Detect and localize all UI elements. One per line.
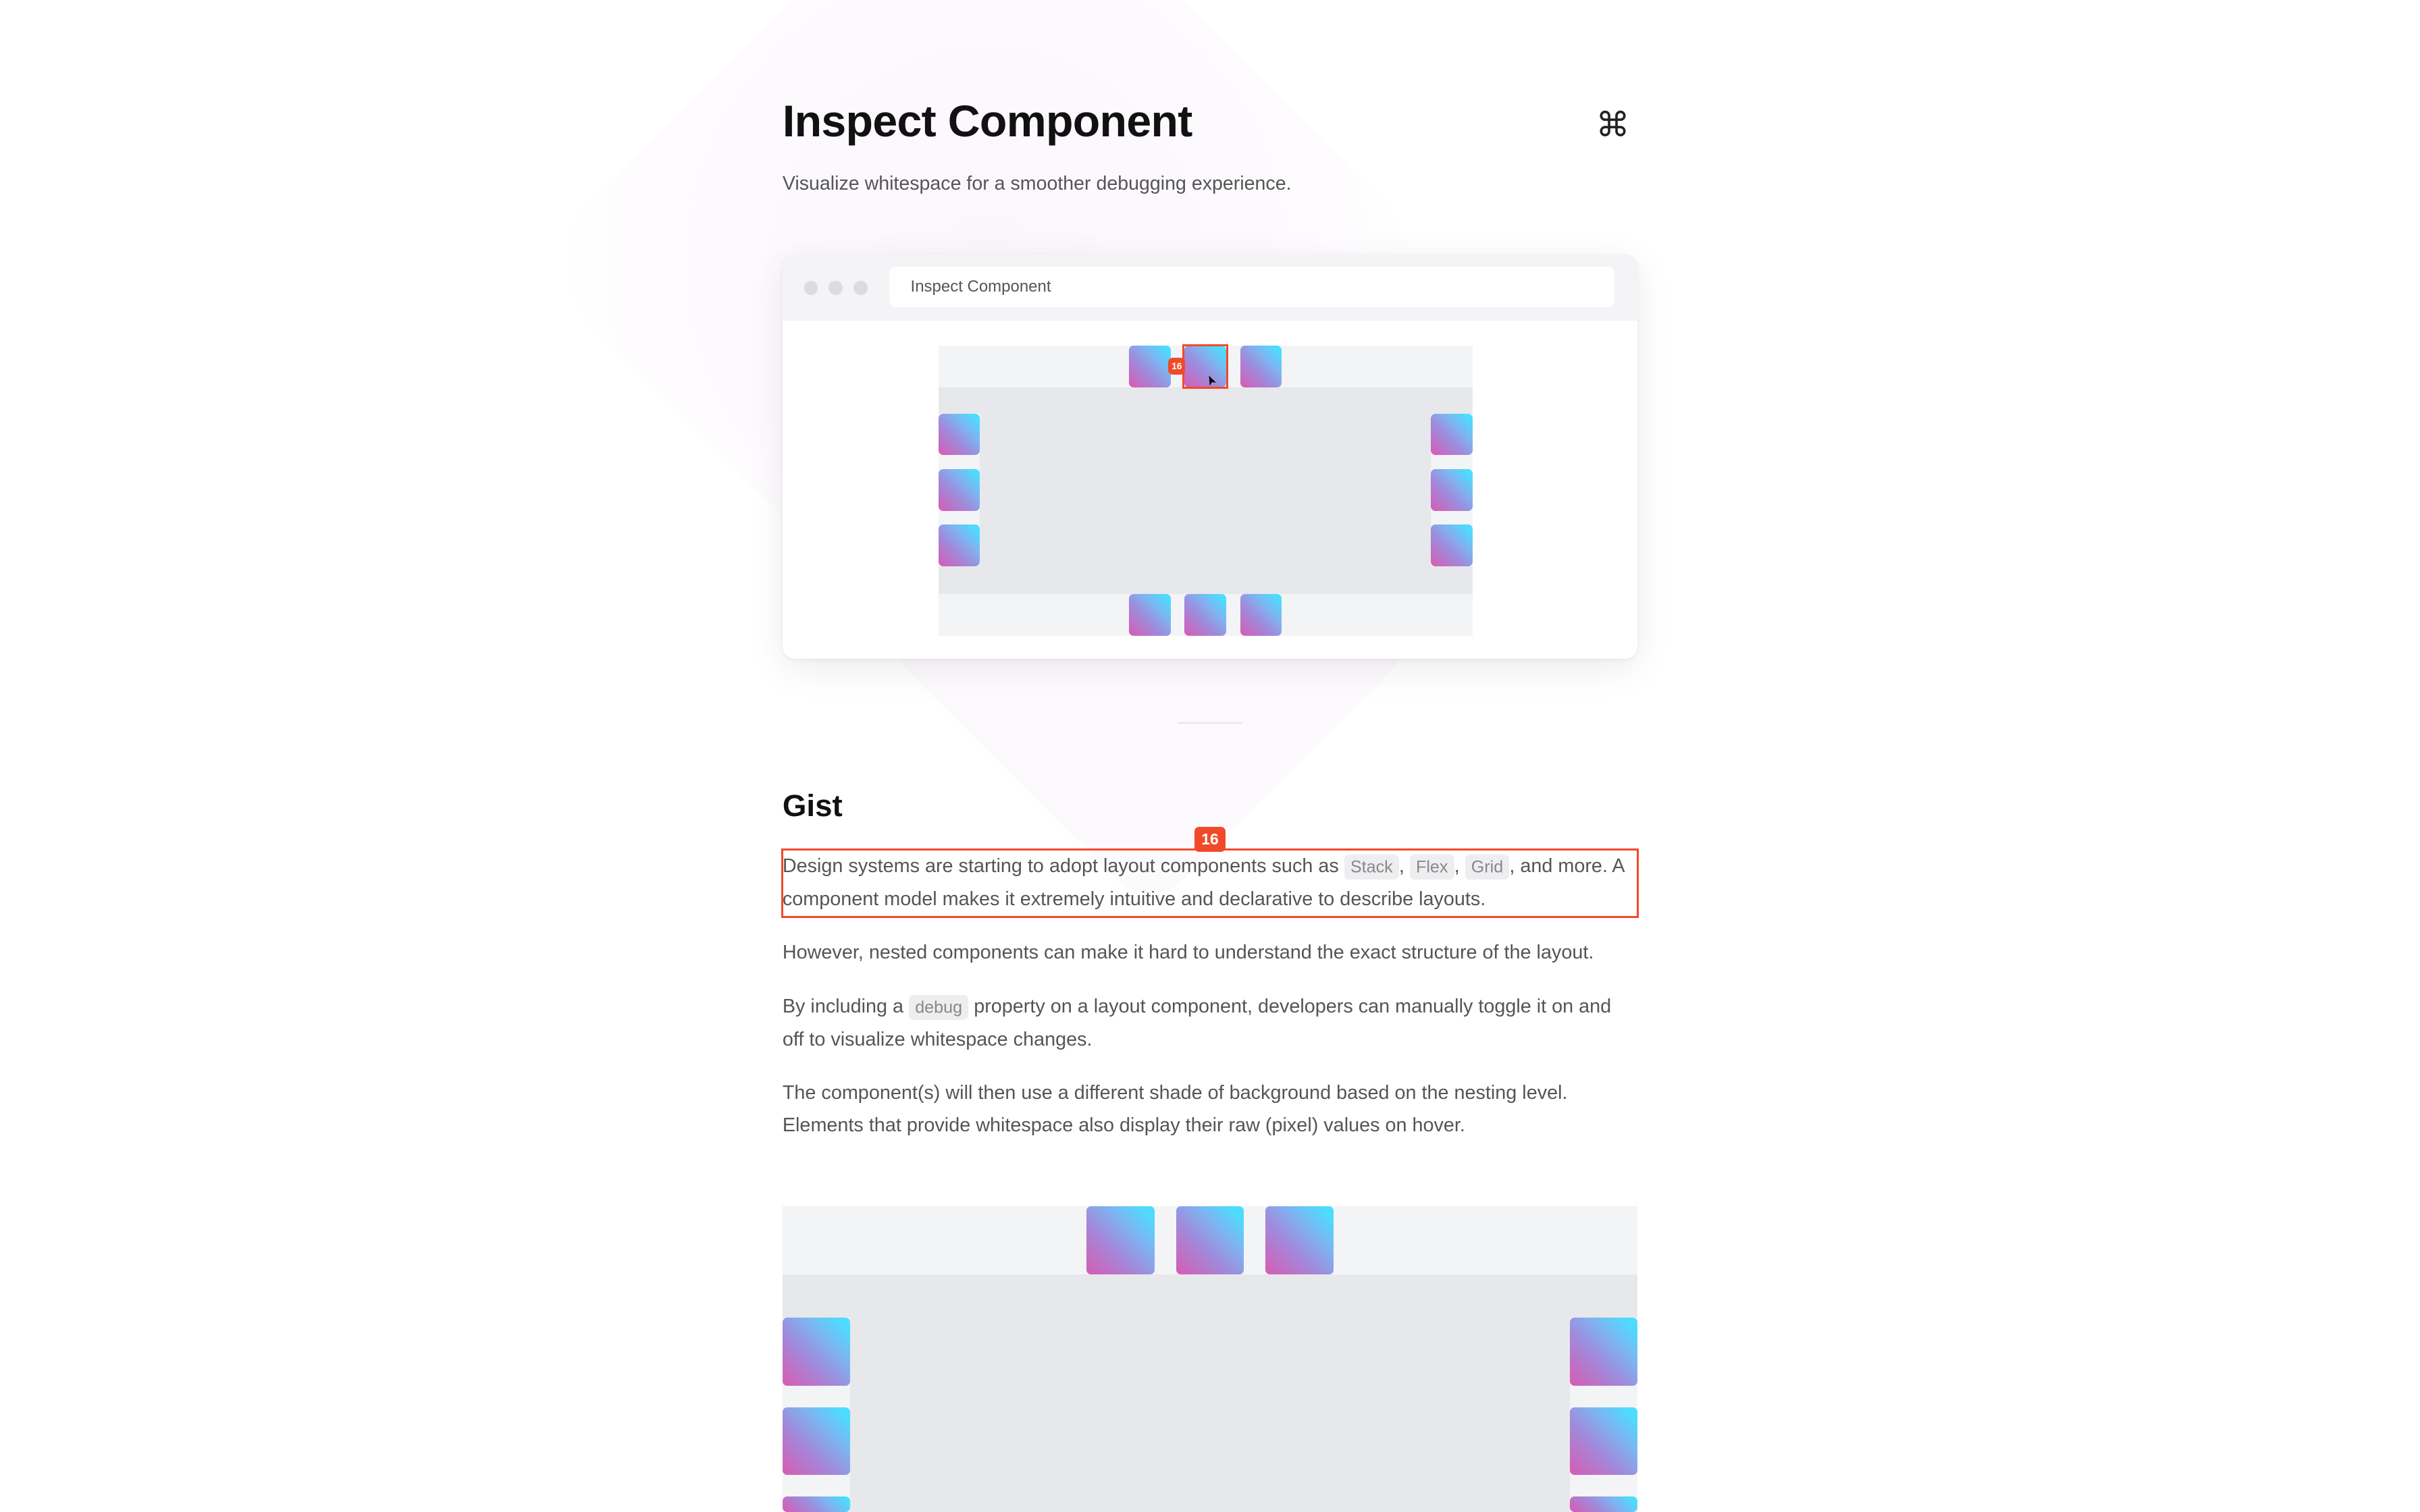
paragraph: By including a debug property on a layou… <box>783 990 1616 1056</box>
window-dot-icon <box>828 280 843 295</box>
text: property on a layout component, develope… <box>782 996 1612 1051</box>
code-grid: Grid <box>1465 854 1510 880</box>
tile <box>1184 345 1226 387</box>
browser-toolbar: Inspect Component <box>782 254 1638 321</box>
tile <box>1430 524 1473 566</box>
section-heading: Gist <box>782 788 843 823</box>
code-debug: debug <box>909 994 969 1020</box>
tile <box>782 1407 851 1476</box>
tile <box>938 413 980 456</box>
code-stack: Stack <box>1344 854 1399 880</box>
spacing-value-badge: 16 <box>1168 358 1186 375</box>
text: Design systems are starting to adopt lay… <box>782 855 1344 878</box>
command-icon[interactable]: ⌘ <box>1596 105 1630 145</box>
divider <box>1177 722 1242 724</box>
inner-stack <box>938 387 1473 594</box>
spacing-value-badge: 16 <box>1194 827 1226 852</box>
tile <box>1240 593 1282 636</box>
tile <box>1240 345 1282 387</box>
tile <box>782 1496 851 1512</box>
tile <box>938 468 980 511</box>
paragraph: Design systems are starting to adopt lay… <box>783 850 1647 915</box>
tile <box>1430 468 1473 511</box>
tile <box>1086 1206 1155 1274</box>
hover-highlight <box>781 848 1639 918</box>
text: By including a <box>782 996 910 1018</box>
text: , <box>1398 855 1410 878</box>
layout-demo-large <box>782 1206 1638 1512</box>
browser-preview: Inspect Component 16 ➤ <box>782 254 1638 659</box>
tile <box>1569 1496 1638 1512</box>
text: , <box>1454 855 1465 878</box>
layout-demo: 16 ➤ <box>938 344 1473 636</box>
paragraph: The component(s) will then use a differe… <box>782 1082 1568 1137</box>
inner-stack <box>782 1274 1638 1512</box>
window-dot-icon <box>853 280 868 295</box>
code-flex: Flex <box>1409 854 1454 880</box>
tile <box>1430 413 1473 456</box>
tile <box>1176 1206 1244 1274</box>
tile <box>1128 345 1171 387</box>
page-title: Inspect Component <box>782 96 1193 146</box>
tile <box>1569 1407 1638 1476</box>
tile <box>1184 593 1226 636</box>
address-bar: Inspect Component <box>889 267 1614 307</box>
tile <box>1265 1206 1334 1274</box>
tile <box>1569 1317 1638 1386</box>
window-dot-icon <box>804 280 818 295</box>
tile <box>782 1317 851 1386</box>
page-subtitle: Visualize whitespace for a smoother debu… <box>782 172 1292 194</box>
tile <box>938 524 980 566</box>
paragraph: However, nested components can make it h… <box>782 942 1594 964</box>
text: , and more. A component model makes it e… <box>782 855 1624 911</box>
tile <box>1128 593 1171 636</box>
